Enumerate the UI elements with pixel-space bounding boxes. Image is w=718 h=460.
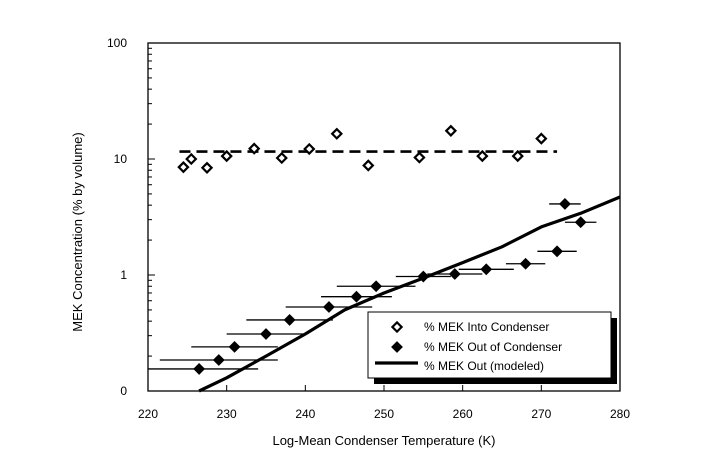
y-tick-label: 0 <box>120 384 127 398</box>
y-axis-title: MEK Concentration (% by volume) <box>70 132 85 331</box>
point-mek-out-of-condenser <box>551 245 563 258</box>
point-mek-out-of-condenser <box>283 314 296 326</box>
point-mek-into-condenser <box>444 124 458 137</box>
point-mek-out-of-condenser <box>574 216 587 229</box>
point-mek-into-condenser <box>303 142 316 156</box>
y-tick-label: 10 <box>114 152 128 166</box>
x-tick-label: 230 <box>217 407 237 421</box>
point-mek-into-condenser <box>177 161 190 174</box>
x-tick-label: 220 <box>138 407 158 421</box>
plot-area <box>148 124 621 393</box>
x-tick-label: 280 <box>610 407 630 421</box>
x-axis-title: Log-Mean Condenser Temperature (K) <box>272 433 495 448</box>
point-mek-into-condenser <box>476 149 489 163</box>
point-mek-out-of-condenser <box>260 328 272 340</box>
legend: % MEK Into Condenser % MEK Out of Condens… <box>367 311 617 384</box>
y-tick-label: 1 <box>120 268 127 282</box>
point-mek-out-of-condenser <box>448 268 461 280</box>
point-mek-out-of-condenser <box>193 363 206 375</box>
point-mek-out-of-condenser <box>519 257 532 270</box>
point-mek-into-condenser <box>413 151 426 164</box>
x-tick-label: 260 <box>453 407 473 421</box>
x-tick-label: 250 <box>374 407 394 421</box>
point-mek-into-condenser <box>330 127 343 140</box>
point-mek-out-of-condenser <box>417 270 430 283</box>
legend-marker-open-diamond <box>390 320 404 334</box>
legend-box <box>367 311 612 379</box>
x-tick-label: 240 <box>295 407 315 421</box>
point-mek-out-of-condenser <box>228 340 241 353</box>
point-mek-into-condenser <box>275 151 288 165</box>
point-mek-out-of-condenser <box>480 263 493 276</box>
point-mek-out-of-condenser <box>212 354 225 366</box>
point-mek-into-condenser <box>185 152 198 166</box>
point-mek-into-condenser <box>362 159 375 172</box>
legend-label: % MEK Into Condenser <box>424 320 549 334</box>
legend-label: % MEK Out of Condenser <box>424 340 562 354</box>
x-tick-label: 270 <box>531 407 551 421</box>
axes: 220 230 240 250 260 270 280 0 1 10 100 <box>107 36 630 421</box>
point-mek-into-condenser <box>535 132 548 145</box>
point-mek-out-of-condenser <box>370 280 383 293</box>
point-mek-into-condenser <box>248 142 261 155</box>
legend-label: % MEK Out (modeled) <box>424 359 544 373</box>
point-mek-into-condenser <box>220 149 233 163</box>
point-mek-into-condenser <box>200 161 214 174</box>
point-mek-out-of-condenser <box>350 290 363 303</box>
point-mek-into-condenser <box>511 149 524 163</box>
point-mek-out-of-condenser <box>323 301 335 313</box>
y-tick-label: 100 <box>107 36 127 50</box>
legend-marker-filled-diamond <box>391 341 403 353</box>
point-mek-out-of-condenser <box>559 198 571 210</box>
